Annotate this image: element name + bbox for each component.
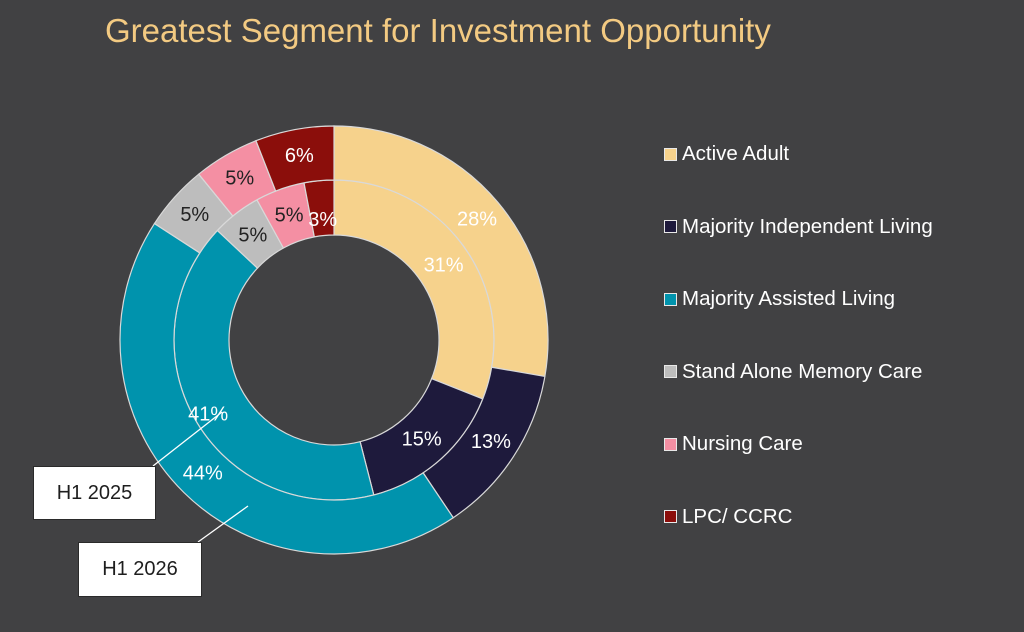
legend-swatch-majority-independent-living (664, 220, 677, 234)
data-label-h1-2025-stand-alone-memory-care: 5% (238, 224, 267, 246)
data-label-h1-2025-majority-assisted-living: 41% (188, 403, 228, 425)
chart-title: Greatest Segment for Investment Opportun… (105, 12, 771, 49)
callout-leader-line-h1-2025 (152, 411, 223, 467)
legend-label: LPC/ CCRC (682, 504, 793, 528)
legend-label: Nursing Care (682, 432, 803, 456)
series-callout-h1-2026: H1 2026 (78, 542, 202, 597)
data-label-h1-2025-active-adult: 31% (424, 255, 464, 277)
legend-swatch-nursing-care (664, 437, 677, 451)
data-label-h1-2026-nursing-care: 5% (225, 168, 254, 190)
legend-item-lpc-ccrc: LPC/ CCRC (664, 499, 933, 535)
data-label-h1-2026-majority-assisted-living: 44% (183, 462, 223, 484)
legend-swatch-lpc-ccrc (664, 510, 677, 524)
legend-label: Stand Alone Memory Care (682, 359, 923, 383)
data-label-h1-2026-majority-independent-living: 13% (471, 431, 511, 453)
slice-h1-2026-lpc-ccrc (255, 125, 335, 192)
data-label-h1-2025-lpc-ccrc: 3% (308, 209, 337, 231)
legend-item-active-adult: Active Adult (664, 136, 933, 172)
legend-swatch-majority-assisted-living (664, 292, 677, 306)
data-label-h1-2026-active-adult: 28% (457, 209, 497, 231)
legend: Active Adult Majority Independent Living… (664, 136, 933, 572)
legend-swatch-active-adult (664, 147, 677, 161)
legend-item-nursing-care: Nursing Care (664, 426, 933, 462)
data-label-h1-2026-lpc-ccrc: 6% (285, 145, 314, 167)
data-label-h1-2025-majority-independent-living: 15% (402, 428, 442, 450)
data-label-h1-2026-stand-alone-memory-care: 5% (180, 204, 209, 226)
legend-label: Majority Assisted Living (682, 287, 896, 311)
slice-h1-2026-majority-assisted-living (119, 222, 455, 555)
legend-swatch-stand-alone-memory-care (664, 365, 677, 379)
legend-item-stand-alone-memory-care: Stand Alone Memory Care (664, 354, 933, 390)
callout-leader-line-h1-2026 (197, 505, 249, 543)
legend-item-majority-independent-living: Majority Independent Living (664, 209, 933, 245)
legend-item-majority-assisted-living: Majority Assisted Living (664, 281, 933, 317)
series-callout-h1-2025: H1 2025 (33, 466, 156, 520)
data-label-h1-2025-nursing-care: 5% (275, 204, 304, 226)
legend-label: Active Adult (682, 142, 790, 165)
donut-chart: 31%15%41%5%5% 3% 28%13%44%5%5%6% (119, 125, 549, 555)
legend-label: Majority Independent Living (682, 214, 933, 238)
